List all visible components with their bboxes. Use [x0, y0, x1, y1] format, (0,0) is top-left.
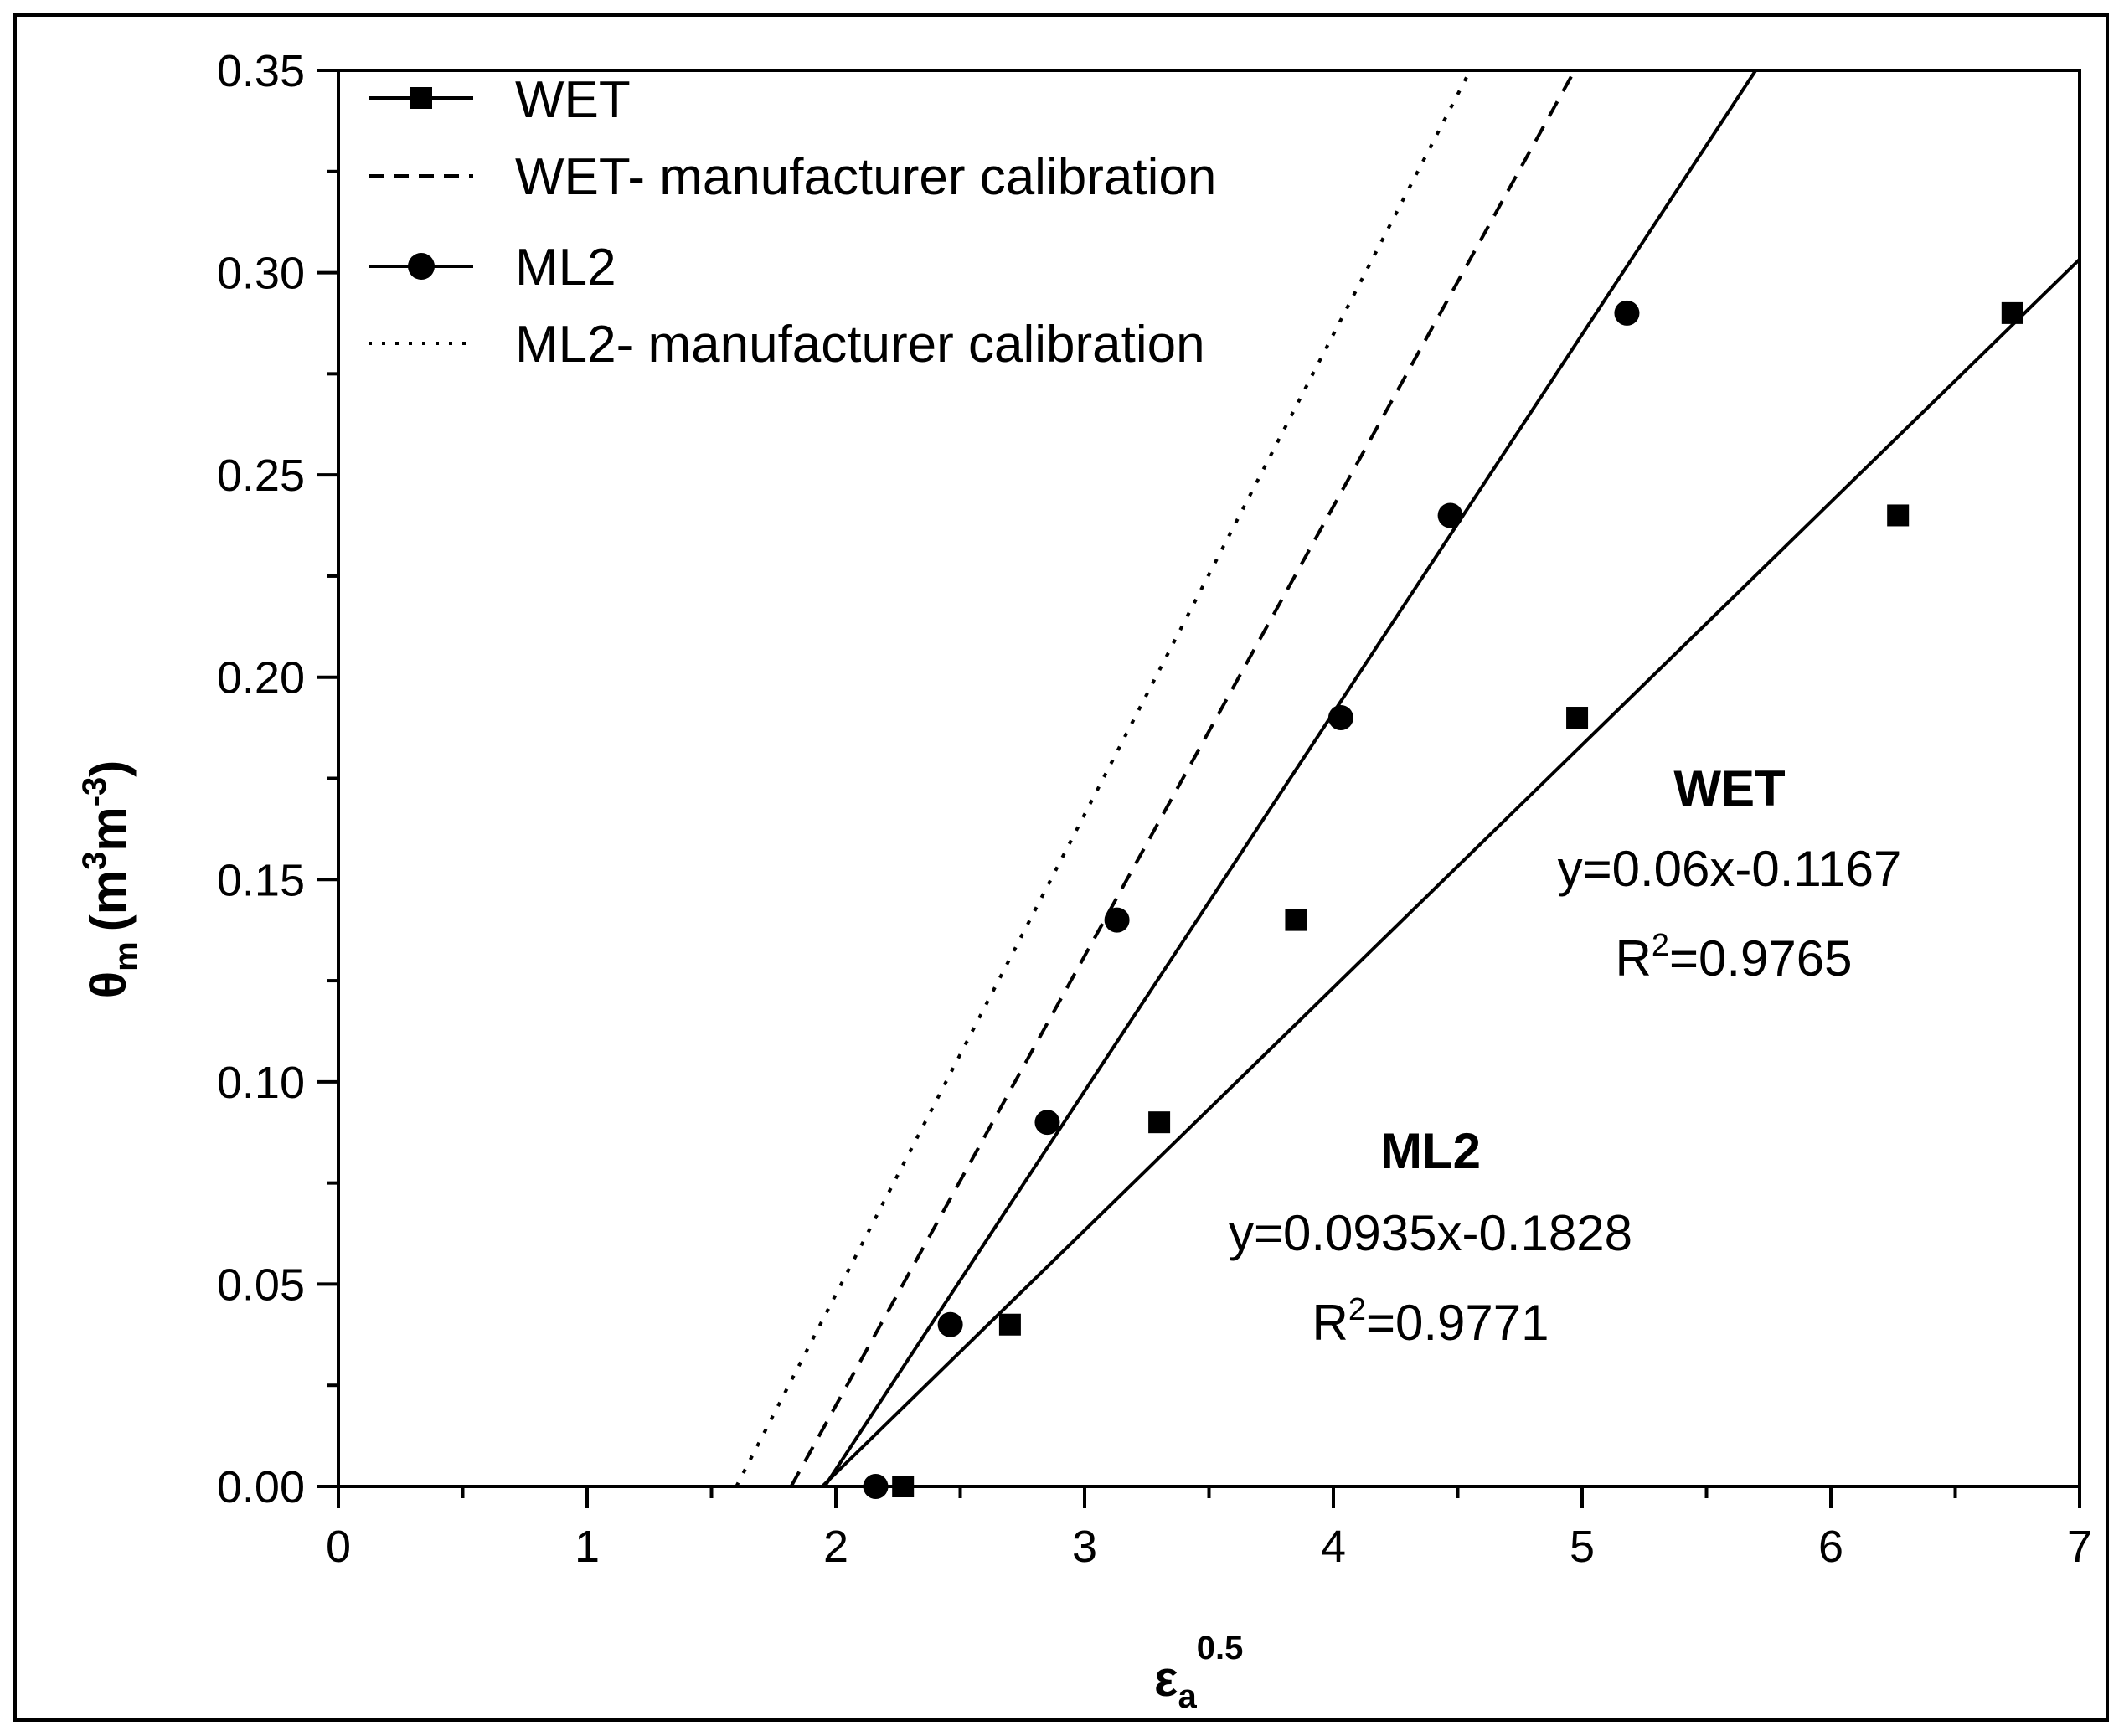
y-tick-label: 0.00 [217, 1462, 305, 1512]
legend-ml2-marker [408, 253, 435, 280]
wet-r2-sup: 2 [1652, 928, 1669, 963]
y-tick-label: 0.30 [217, 249, 305, 299]
ml2-data-point [1437, 502, 1463, 528]
wet-data-point [1148, 1111, 1171, 1134]
x-axis-ticks: 0 1 2 3 4 5 6 7 [326, 1486, 2092, 1572]
wet-annotation-title: WET [1673, 760, 1785, 816]
ml2-r2-sup: 2 [1348, 1292, 1366, 1327]
ml2-annotation-title: ML2 [1380, 1123, 1481, 1179]
ml2-data-point [1328, 705, 1353, 731]
y-tick-label: 0.25 [217, 451, 305, 501]
ml2-r2-prefix: R [1312, 1295, 1348, 1351]
wet-annotation-equation: y=0.06x-0.1167 [1558, 841, 1902, 897]
x-axis-title-main: ε [1154, 1651, 1178, 1707]
x-tick-label: 5 [1570, 1522, 1595, 1572]
y-axis-title-close: ) [80, 760, 137, 777]
x-tick-label: 4 [1321, 1522, 1346, 1572]
wet-data-point [1566, 707, 1589, 729]
y-tick-label: 0.10 [217, 1058, 305, 1108]
wet-annotation-r2: R2=0.9765 [1615, 928, 1852, 986]
wet-fit-line [821, 258, 2081, 1488]
legend-wet-cal-label: WET- manufacturer calibration [515, 148, 1216, 206]
y-tick-label: 0.20 [217, 653, 305, 703]
ml2-data-point [937, 1311, 963, 1337]
data-markers [863, 300, 2023, 1499]
x-tick-label: 2 [823, 1522, 848, 1572]
figure-border [13, 13, 2109, 1722]
x-axis-title: εa0.5 [1154, 1630, 1243, 1715]
y-axis-title-sub: m [108, 941, 145, 971]
legend: WET WET- manufacturer calibration ML2 ML… [369, 71, 1216, 373]
y-axis-title-main: θ [80, 971, 137, 998]
x-tick-label: 6 [1818, 1522, 1843, 1572]
ml2-fit-line [822, 69, 1757, 1488]
y-axis-title-mid: m [80, 806, 137, 851]
y-axis-ticks: 0.00 0.05 0.10 0.15 0.20 0.25 0.30 0.35 [217, 46, 338, 1512]
y-axis-title-sup1: 3 [76, 852, 113, 870]
wet-r2-value: =0.9765 [1669, 930, 1853, 986]
ml2-data-point [1034, 1110, 1060, 1136]
x-axis-title-sup: 0.5 [1197, 1630, 1244, 1666]
y-axis-title-open: (m [80, 870, 137, 931]
y-axis-title-sup2: -3 [76, 777, 113, 807]
legend-wet-marker [410, 87, 432, 109]
ml2-data-point [1104, 907, 1130, 933]
x-tick-label: 3 [1072, 1522, 1097, 1572]
x-axis-title-sub: a [1178, 1678, 1197, 1715]
ml2-annotation-equation: y=0.0935x-0.1828 [1229, 1205, 1632, 1261]
ml2-manufacturer-calibration-line [735, 70, 1472, 1487]
x-tick-label: 7 [2067, 1522, 2092, 1572]
y-tick-label: 0.35 [217, 46, 305, 96]
legend-wet-label: WET [515, 71, 631, 129]
ml2-data-point [863, 1474, 889, 1499]
wet-data-point [1285, 909, 1307, 931]
y-tick-label: 0.05 [217, 1260, 305, 1310]
y-axis-title: θm(m3m-3) [76, 760, 145, 999]
ml2-r2-value: =0.9771 [1366, 1295, 1549, 1351]
legend-ml2-cal-label: ML2- manufacturer calibration [515, 316, 1205, 373]
ml2-data-point [1614, 300, 1640, 326]
wet-r2-prefix: R [1615, 930, 1651, 986]
legend-ml2-label: ML2 [515, 239, 616, 296]
calibration-lines [735, 69, 2081, 1488]
wet-manufacturer-calibration-line [789, 70, 1576, 1487]
x-tick-label: 0 [326, 1522, 351, 1572]
wet-data-point [2001, 301, 2023, 324]
wet-data-point [998, 1313, 1021, 1336]
y-tick-label: 0.15 [217, 855, 305, 905]
ml2-annotation-r2: R2=0.9771 [1312, 1292, 1549, 1351]
wet-data-point [892, 1476, 915, 1497]
wet-data-point [1887, 504, 1910, 527]
x-tick-label: 1 [575, 1522, 600, 1572]
